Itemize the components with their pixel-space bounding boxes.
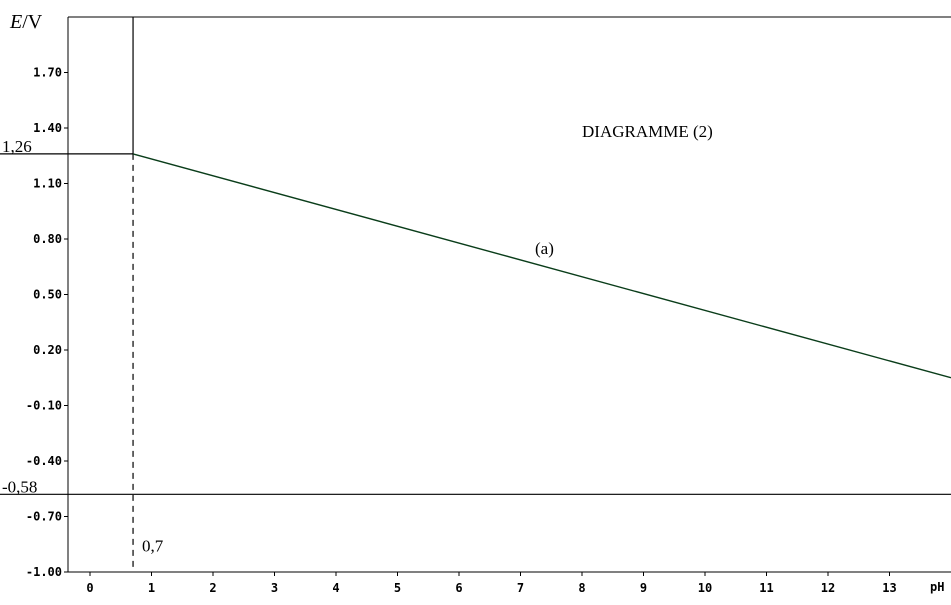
horizontal-reference-label: 1,26	[2, 137, 32, 156]
y-tick-label: 0.50	[33, 288, 62, 302]
x-tick-label: 7	[517, 581, 524, 595]
y-axis-symbol: E	[9, 11, 22, 33]
series-group: (a)	[132, 153, 951, 379]
x-tick-label: 11	[759, 581, 773, 595]
x-tick-label: 0	[86, 581, 93, 595]
y-axis-label: E/V	[9, 11, 43, 33]
chart-title: DIAGRAMME (2)	[582, 122, 713, 141]
y-tick-label: -0.70	[26, 510, 62, 524]
horizontal-reference-label: -0,58	[2, 477, 37, 496]
x-tick-label: 12	[821, 581, 835, 595]
y-tick-label: 0.80	[33, 232, 62, 246]
x-tick-label: 8	[578, 581, 585, 595]
y-tick-label: 1.10	[33, 177, 62, 191]
reference-lines-group: 1,26 -0,58 0,7	[0, 17, 951, 572]
vertical-reference-label: 0,7	[142, 537, 164, 556]
x-tick-label: 13	[882, 581, 896, 595]
x-tick-label: 6	[455, 581, 462, 595]
y-tick-label: 0.20	[33, 343, 62, 357]
x-tick-label: 10	[698, 581, 712, 595]
axes-group	[67, 16, 951, 573]
x-tick-label: 3	[271, 581, 278, 595]
y-tick-label: -0.40	[26, 454, 62, 468]
ticks-group: 0 1 2 3 4 5 6 7 8 9 10 11 12 131.701.401.100.800.500.…	[26, 66, 897, 596]
y-tick-label: -1.00	[26, 565, 62, 579]
x-tick-label: 2	[209, 581, 216, 595]
x-tick-label: 5	[394, 581, 401, 595]
series-label-a: (a)	[535, 239, 554, 258]
x-axis-label: pH	[930, 580, 944, 594]
x-tick-label: 9	[640, 581, 647, 595]
y-tick-label: 1.70	[33, 66, 62, 80]
x-tick-label: 4	[332, 581, 339, 595]
y-tick-label: -0.10	[26, 399, 62, 413]
y-tick-label: 1.40	[33, 121, 62, 135]
x-tick-label: 1	[148, 581, 155, 595]
series-line-a	[132, 153, 951, 379]
y-axis-unit: /V	[22, 11, 43, 33]
